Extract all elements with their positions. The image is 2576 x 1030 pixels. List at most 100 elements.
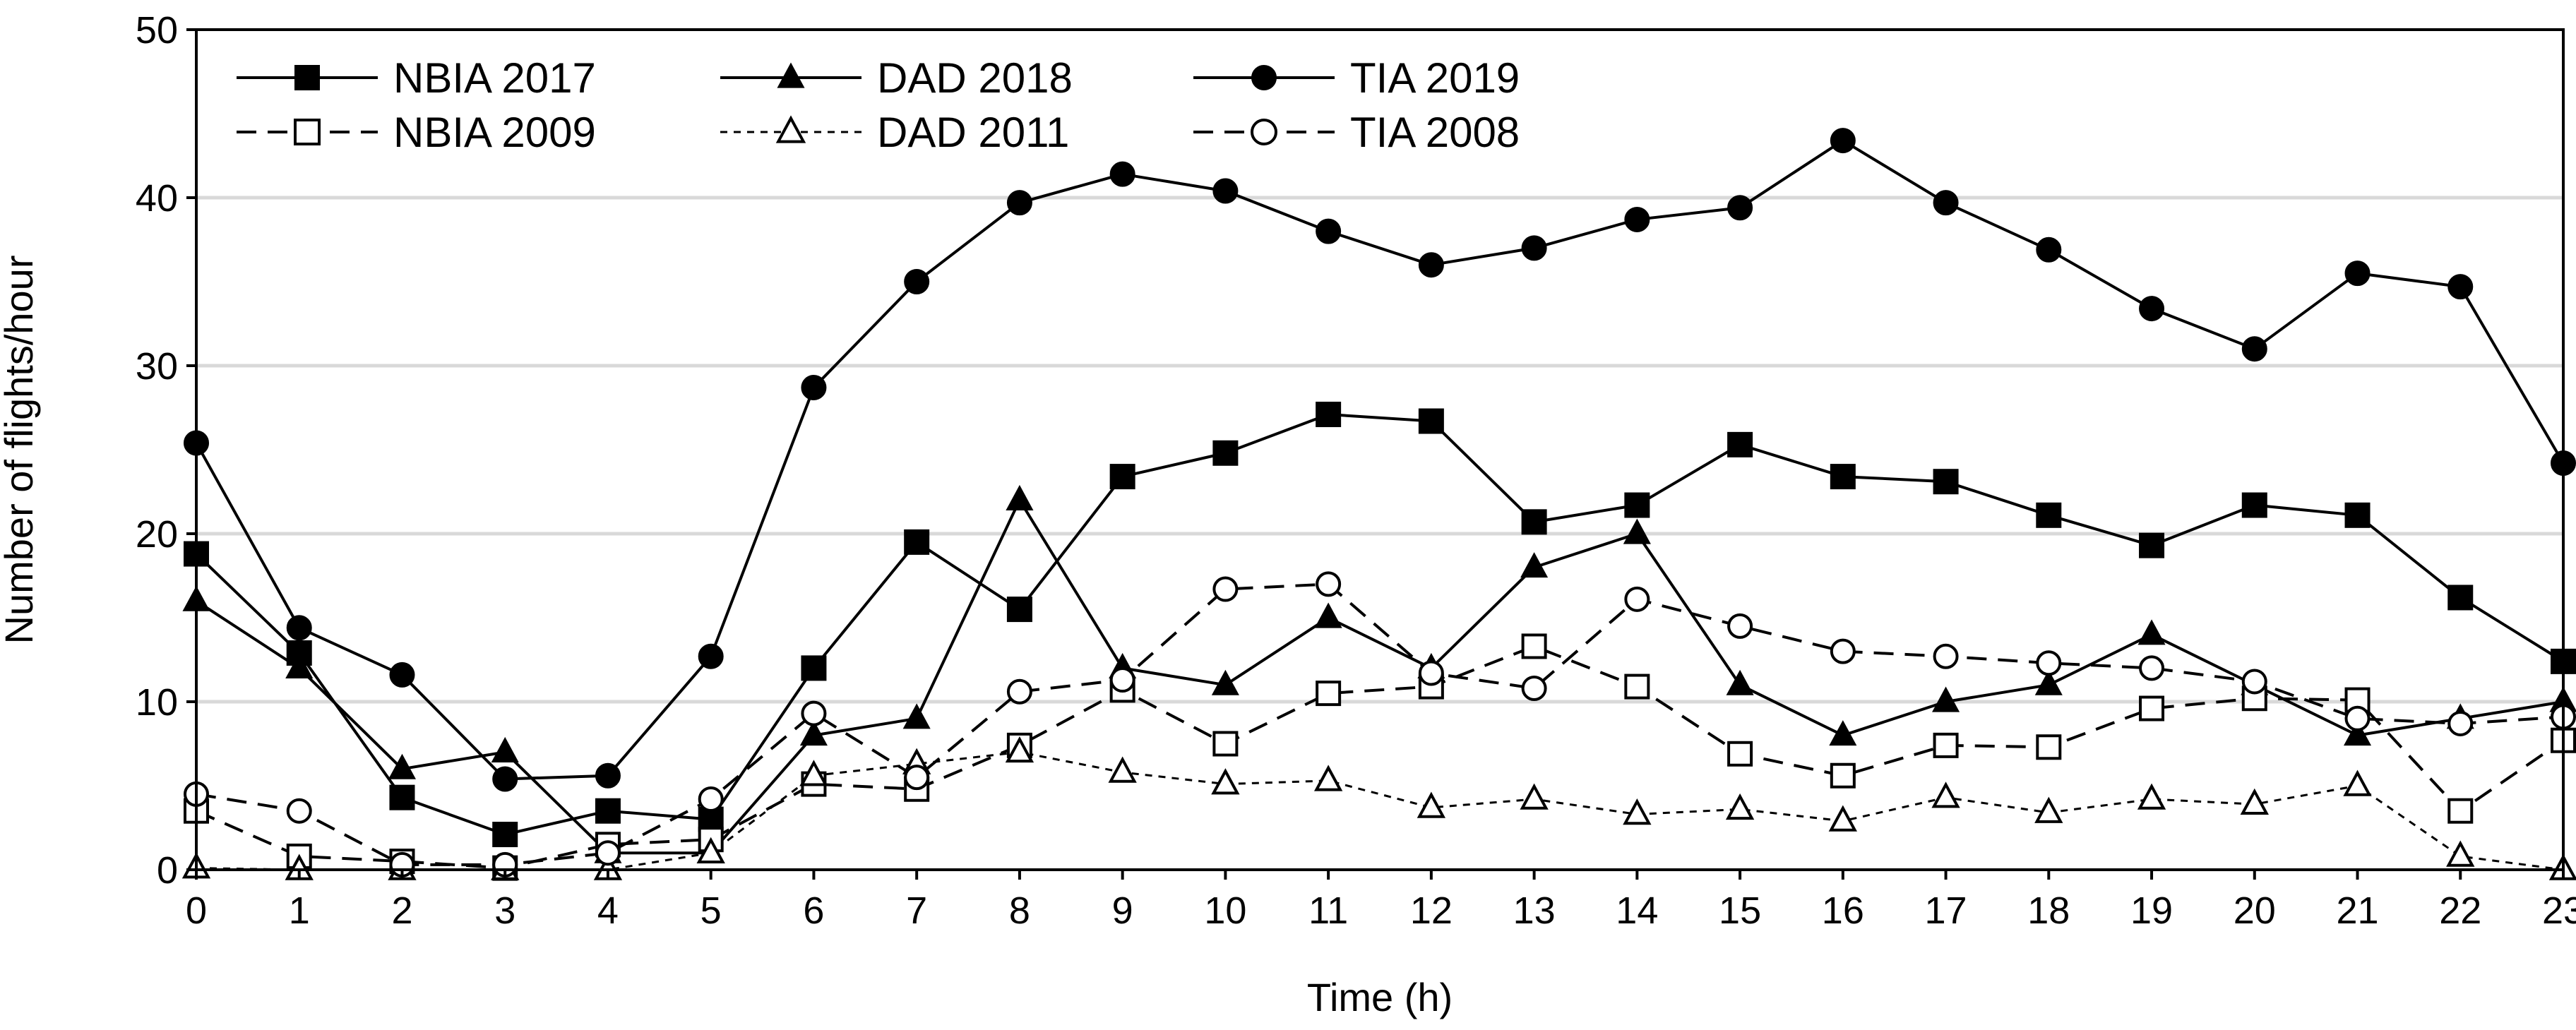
data-point-dad-2011: [1313, 765, 1343, 791]
data-point-dad-2011: [1108, 756, 1137, 783]
legend-swatch-marker: [777, 62, 805, 88]
data-point-nbia-2017: [1006, 597, 1032, 623]
data-point-tia-2019: [389, 661, 415, 688]
data-point-dad-2018: [1211, 669, 1239, 695]
data-point-nbia-2009: [1212, 731, 1239, 757]
legend-swatch-marker: [1251, 119, 1277, 145]
series-line-tia-2019: [195, 139, 2565, 781]
x-tick-label: 16: [1822, 890, 1864, 932]
x-tick-label: 11: [1308, 890, 1348, 932]
data-point-tia-2008: [1727, 613, 1753, 639]
data-point-nbia-2017: [1521, 509, 1547, 535]
x-tick-label: 19: [2130, 890, 2173, 932]
legend-label: DAD 2011: [877, 109, 1069, 156]
data-point-dad-2018: [2034, 669, 2063, 695]
data-point-nbia-2017: [2139, 532, 2165, 558]
y-tick-label: 20: [136, 513, 178, 556]
data-point-tia-2019: [1521, 235, 1547, 261]
data-point-tia-2008: [2447, 710, 2474, 736]
data-point-dad-2018: [491, 736, 519, 762]
x-tick-label: 18: [2027, 890, 2070, 932]
data-point-nbia-2017: [1727, 431, 1753, 457]
data-point-dad-2018: [285, 652, 314, 678]
legend-label: NBIA 2017: [393, 54, 596, 102]
x-tick-label: 14: [1616, 890, 1658, 932]
legend-item-tia-2008: TIA 2008: [1193, 109, 1520, 156]
data-point-dad-2011: [799, 760, 828, 786]
legend-item-dad-2011: DAD 2011: [720, 109, 1069, 156]
legend-item-tia-2019: TIA 2019: [1193, 54, 1520, 102]
data-point-nbia-2009: [1624, 673, 1650, 700]
data-point-dad-2018: [799, 720, 828, 746]
x-tick-label: 0: [186, 890, 207, 932]
data-point-dad-2011: [1211, 768, 1240, 795]
legend-item-nbia-2017: NBIA 2017: [237, 54, 596, 102]
data-point-dad-2011: [1005, 736, 1034, 763]
data-point-dad-2011: [1623, 798, 1652, 825]
data-point-tia-2019: [2344, 261, 2371, 287]
data-point-nbia-2009: [1316, 681, 1342, 707]
data-point-tia-2019: [2139, 296, 2165, 322]
series-line-tia-2008: [196, 582, 2564, 866]
y-tick-label: 30: [136, 345, 178, 388]
data-point-tia-2019: [492, 766, 518, 792]
data-point-dad-2011: [1417, 791, 1446, 818]
series-line-nbia-2017: [195, 413, 2565, 837]
x-tick-label: 21: [2336, 890, 2378, 932]
legend-swatch-marker: [1251, 65, 1277, 90]
data-point-tia-2008: [1624, 586, 1650, 612]
data-point-dad-2018: [1829, 720, 1857, 746]
y-tick-label: 40: [136, 177, 178, 220]
x-tick-label: 2: [391, 890, 412, 932]
data-point-tia-2008: [595, 840, 621, 866]
x-tick-label: 1: [289, 890, 310, 932]
x-tick-label: 10: [1204, 890, 1246, 932]
data-point-tia-2008: [1316, 571, 1342, 597]
data-point-nbia-2017: [595, 798, 621, 824]
series-line-nbia-2009: [196, 645, 2565, 870]
data-point-nbia-2017: [2036, 502, 2062, 528]
data-point-dad-2011: [2343, 769, 2372, 796]
y-axis-ticks: 0 10 20 30 40 50: [136, 9, 196, 892]
y-tick-label: 10: [136, 681, 178, 724]
x-tick-label: 8: [1009, 890, 1030, 932]
data-point-tia-2008: [2344, 705, 2371, 731]
x-tick-label: 4: [597, 890, 619, 932]
data-point-dad-2011: [2240, 788, 2269, 815]
data-point-tia-2019: [1830, 128, 1856, 154]
series-line-dad-2018: [195, 498, 2564, 855]
x-tick-label: 23: [2542, 890, 2576, 932]
data-point-dad-2011: [2446, 840, 2475, 867]
data-point-tia-2019: [1727, 195, 1753, 221]
data-point-nbia-2009: [1830, 762, 1856, 789]
data-point-tia-2019: [286, 615, 312, 641]
data-point-tia-2019: [1316, 218, 1342, 244]
legend-item-nbia-2009: NBIA 2009: [237, 109, 596, 156]
data-point-nbia-2009: [2036, 734, 2062, 760]
data-point-tia-2019: [1006, 190, 1032, 216]
data-point-dad-2011: [2137, 783, 2166, 810]
data-point-dad-2011: [2034, 796, 2063, 823]
legend-item-dad-2018: DAD 2018: [720, 54, 1073, 102]
data-point-tia-2008: [2139, 655, 2165, 681]
legend-swatch-marker: [775, 115, 806, 143]
data-point-dad-2018: [2343, 720, 2372, 746]
x-tick-label: 7: [906, 890, 927, 932]
data-point-tia-2008: [1933, 643, 1959, 669]
data-point-dad-2011: [1828, 805, 1857, 832]
x-tick-label: 5: [700, 890, 722, 932]
x-tick-label: 6: [803, 890, 824, 932]
legend-label: NBIA 2009: [393, 109, 596, 156]
legend-swatch-marker: [294, 119, 321, 145]
data-point-nbia-2017: [389, 784, 415, 810]
data-point-tia-2008: [2241, 669, 2267, 695]
data-point-dad-2011: [1725, 793, 1755, 820]
data-point-nbia-2017: [1418, 408, 1444, 434]
data-point-dad-2018: [1520, 552, 1549, 578]
data-point-nbia-2017: [904, 529, 930, 555]
data-point-tia-2008: [1212, 576, 1239, 602]
legend-label: DAD 2018: [877, 54, 1073, 102]
data-point-nbia-2017: [1316, 402, 1342, 428]
